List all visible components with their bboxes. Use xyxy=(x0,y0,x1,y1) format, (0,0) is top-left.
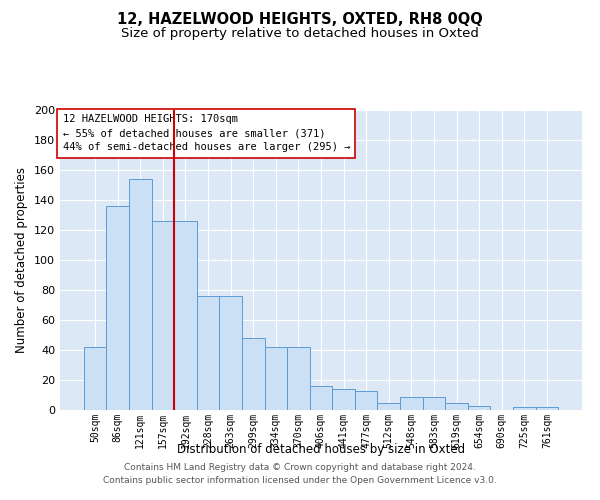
Bar xyxy=(152,221,174,410)
Bar xyxy=(106,206,129,410)
Bar xyxy=(310,386,332,410)
Text: 12 HAZELWOOD HEIGHTS: 170sqm
← 55% of detached houses are smaller (371)
44% of s: 12 HAZELWOOD HEIGHTS: 170sqm ← 55% of de… xyxy=(62,114,350,152)
Bar xyxy=(536,407,558,410)
Bar xyxy=(468,406,490,410)
Bar xyxy=(445,402,468,410)
Bar xyxy=(84,347,106,410)
Bar xyxy=(265,347,287,410)
Bar xyxy=(197,296,220,410)
Text: 12, HAZELWOOD HEIGHTS, OXTED, RH8 0QQ: 12, HAZELWOOD HEIGHTS, OXTED, RH8 0QQ xyxy=(117,12,483,28)
Text: Size of property relative to detached houses in Oxted: Size of property relative to detached ho… xyxy=(121,28,479,40)
Bar xyxy=(355,390,377,410)
Bar xyxy=(287,347,310,410)
Bar xyxy=(400,396,422,410)
Bar xyxy=(220,296,242,410)
Text: Distribution of detached houses by size in Oxted: Distribution of detached houses by size … xyxy=(177,442,465,456)
Bar xyxy=(174,221,197,410)
Bar xyxy=(513,407,536,410)
Bar xyxy=(422,396,445,410)
Y-axis label: Number of detached properties: Number of detached properties xyxy=(16,167,28,353)
Bar xyxy=(332,389,355,410)
Bar xyxy=(377,402,400,410)
Text: Contains HM Land Registry data © Crown copyright and database right 2024.
Contai: Contains HM Land Registry data © Crown c… xyxy=(103,464,497,485)
Bar xyxy=(129,179,152,410)
Bar xyxy=(242,338,265,410)
